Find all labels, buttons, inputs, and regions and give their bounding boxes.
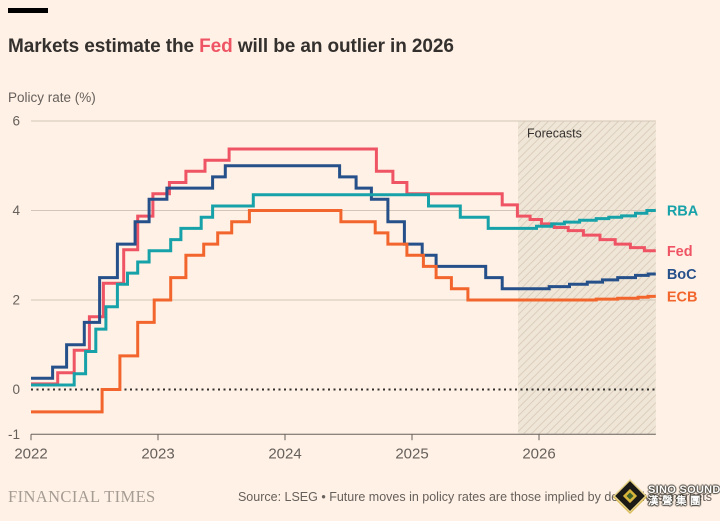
y-axis-title: Policy rate (%) [8,90,96,105]
x-axis-tick-label: 2022 [14,445,47,462]
y-axis-tick-label: 6 [12,114,20,129]
x-axis-tick-label: 2023 [141,445,174,462]
series-line-fed [31,147,656,386]
watermark-text: SINO SOUND 漢聲集團 [648,483,720,508]
y-axis-tick-label: 2 [12,293,20,308]
series-line-rba [31,193,656,387]
chart-title: Markets estimate the Fed will be an outl… [8,35,688,59]
x-axis-tick-label: 2024 [268,445,301,462]
title-highlight-fed: Fed [199,35,233,57]
series-line-ecb [31,209,656,414]
series-label-boc: BoC [667,267,697,283]
kicker-bar [8,8,48,13]
forecast-band-label: Forecasts [527,127,582,141]
gem-diamond-icon [613,479,647,514]
watermark-brand-cn: 漢聲集團 [648,495,704,508]
ft-logo-text: FINANCIAL TIMES [8,487,156,506]
series-line-boc [31,164,656,380]
x-axis-tick-label: 2026 [522,445,555,462]
series-label-ecb: ECB [667,289,698,305]
y-axis-tick-label: 4 [12,203,20,218]
title-prefix: Markets estimate the [8,35,200,57]
x-axis-tick-label: 2025 [395,445,428,462]
series-label-fed: Fed [667,244,693,260]
watermark: SINO SOUND 漢聲集團 [613,479,720,514]
source-note: Source: LSEG • Future moves in policy ra… [237,490,712,504]
title-suffix: will be an outlier in 2026 [232,35,454,57]
y-axis-tick-label: 0 [12,382,20,397]
y-axis-tick-label: -1 [8,427,20,442]
series-label-rba: RBA [667,204,699,220]
watermark-brand: SINO SOUND [648,483,720,496]
